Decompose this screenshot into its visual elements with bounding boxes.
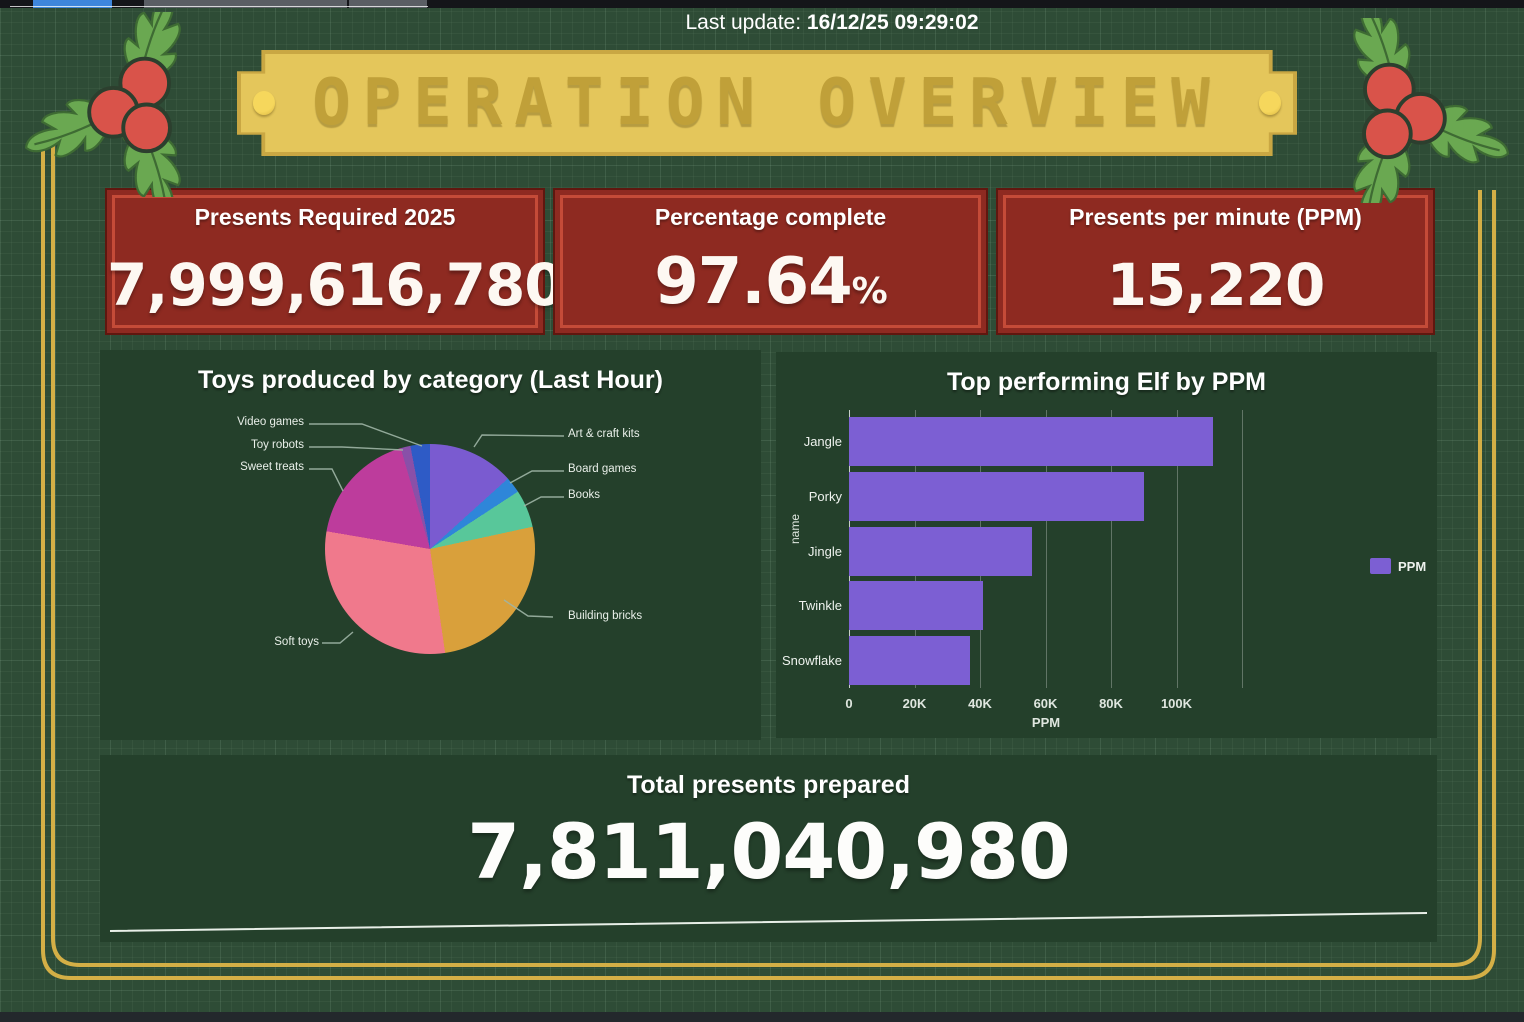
ppm-bar-jingle [849,526,1033,576]
holly-decoration-left [24,12,181,197]
kpi-label: Presents per minute (PPM) [1069,204,1362,230]
pie-label-art-craft-kits: Art & craft kits [568,428,640,440]
kpi-value: 7,999,616,780 [107,251,565,319]
legend-swatch-ppm [1370,558,1391,574]
pie-chart-title: Toys produced by category (Last Hour) [198,366,663,394]
pie-label-toy-robots: Toy robots [250,439,304,451]
kpi-card-presents-required: Presents Required 2025 7,999,616,780 [105,188,565,335]
browser-tab-inactive[interactable] [144,0,347,8]
gridline [1176,410,1178,688]
ppm-bar-snowflake [849,636,971,686]
pie-label-soft-toys: Soft toys [274,636,319,648]
kpi-card-percentage-complete: Percentage complete 97.64% [553,188,988,335]
x-tick-label: 100K [1160,696,1193,711]
browser-tab-active[interactable] [33,0,112,8]
bar-category-label: Porky [808,488,842,504]
legend-label: PPM [1398,558,1427,574]
kpi-card-frame [112,195,538,328]
window-bottom-edge [0,1012,1524,1022]
x-tick-label: 20K [902,696,927,711]
rivet-icon [253,91,275,115]
x-tick-label: 60K [1033,696,1058,711]
rivet-icon [1259,91,1281,115]
kpi-card-frame [1003,195,1428,328]
holly-decoration-right [1338,18,1516,203]
last-update-text: Last update: 16/12/25 09:29:02 [685,11,978,35]
bar-chart-xlabel: PPM [1031,715,1061,730]
kpi-label: Percentage complete [654,204,887,230]
banner-plaque: OPERATION OVERVIEW [237,50,1297,156]
x-tick-label: 40K [968,696,992,711]
ppm-bar-jangle [849,417,1213,466]
kpi-value: 15,220 [1106,251,1326,319]
pie [325,444,535,654]
browser-chrome-strip [0,0,1524,8]
page-title: OPERATION OVERVIEW [312,66,1222,140]
x-tick-label: 80K [1099,696,1123,711]
gridline [1242,410,1243,688]
browser-tab-inactive-2[interactable] [349,0,427,8]
bar-category-label: Snowflake [782,653,842,669]
bar-chart-panel: Top performing Elf by PPM name PPM PPM 0… [776,352,1437,738]
total-presents-title: Total presents prepared [627,771,910,799]
pie-chart-panel: Toys produced by category (Last Hour) Vi… [100,350,761,740]
kpi-value: 97.64% [555,245,986,319]
last-update-label: Last update: [685,11,802,34]
banner-plaque-face: OPERATION OVERVIEW [241,54,1293,152]
last-update-value: 16/12/25 09:29:02 [806,11,979,34]
gridline [1045,410,1047,688]
bar-chart-title: Top performing Elf by PPM [947,368,1266,396]
ppm-bar-twinkle [849,581,984,631]
bar-category-label: Twinkle [798,598,842,614]
pie-label-books: Books [568,489,600,501]
pie-label-sweet-treats: Sweet treats [240,461,304,473]
kpi-number: 97.64 [654,245,852,319]
bar-category-label: Jingle [808,543,842,559]
pie-label-video-games: Video games [237,416,304,428]
total-presents-panel: Total presents prepared 7,811,040,980 [100,755,1437,942]
kpi-card-ppm: Presents per minute (PPM) 15,220 [996,188,1435,335]
bar-category-label: Jangle [803,434,842,449]
kpi-label: Presents Required 2025 [194,204,456,230]
gridline [1111,410,1112,688]
kpi-suffix: % [851,271,888,312]
total-presents-value: 7,811,040,980 [467,807,1070,896]
bar-chart-legend: PPM [1370,558,1426,574]
ppm-bar-porky [849,471,1144,521]
pie-label-building-bricks: Building bricks [568,610,643,622]
kpi-card-frame [560,195,981,328]
pie-label-board-games: Board games [568,463,637,475]
chrome-divider-line [10,6,428,7]
x-tick-label: 0 [845,696,853,711]
